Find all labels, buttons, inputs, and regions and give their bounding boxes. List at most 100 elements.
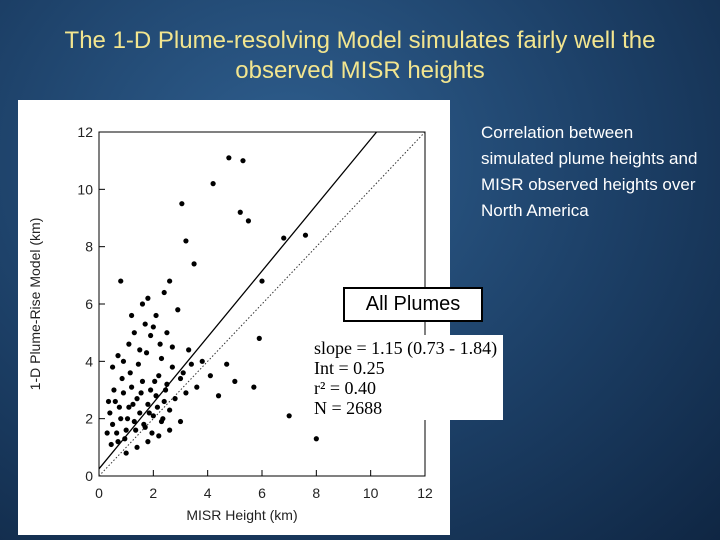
y-tick-label: 8 (85, 239, 93, 255)
point (145, 401, 151, 407)
point (161, 289, 167, 296)
x-tick-label: 0 (95, 485, 103, 501)
y-tick-label: 10 (77, 181, 93, 197)
point (139, 378, 146, 384)
y-tick-label: 12 (77, 124, 93, 140)
point (150, 413, 156, 419)
point (167, 278, 173, 284)
point (179, 201, 185, 207)
point (215, 393, 222, 399)
y-tick-label: 6 (85, 296, 93, 312)
point (183, 238, 189, 244)
point (133, 427, 139, 433)
point (127, 370, 133, 376)
point (123, 450, 129, 456)
point (108, 441, 114, 448)
stat-line: r² = 0.40 (314, 378, 377, 398)
point (139, 301, 146, 307)
point (118, 278, 124, 284)
point (154, 404, 161, 410)
point (114, 430, 120, 436)
point (129, 384, 135, 390)
point (183, 390, 189, 396)
point (115, 353, 121, 359)
side-note: Correlation between simulated plume heig… (481, 123, 698, 220)
point (226, 155, 232, 161)
point (207, 373, 213, 379)
point (156, 373, 162, 379)
point (259, 278, 265, 284)
point (131, 418, 137, 425)
point (167, 407, 173, 413)
x-tick-label: 10 (363, 485, 379, 501)
point (172, 396, 178, 402)
point (186, 347, 192, 353)
point (131, 330, 137, 336)
point (137, 410, 143, 416)
point (251, 384, 257, 390)
point (286, 413, 292, 419)
point (245, 218, 252, 224)
point (112, 398, 118, 405)
point (232, 378, 238, 384)
point (167, 427, 173, 433)
point (180, 370, 186, 376)
point (119, 375, 125, 382)
point (120, 390, 127, 396)
point (104, 430, 110, 436)
point (134, 444, 140, 450)
point (256, 335, 262, 341)
point (169, 364, 175, 370)
point (146, 410, 152, 416)
point (240, 158, 246, 164)
point (138, 390, 144, 396)
point (109, 364, 116, 370)
point (313, 436, 319, 442)
point (141, 421, 147, 427)
point (302, 232, 309, 238)
stat-line: slope = 1.15 (0.73 - 1.84) (314, 338, 498, 358)
point (145, 439, 151, 445)
point (118, 416, 124, 422)
point (160, 416, 166, 422)
point (152, 378, 158, 384)
point (109, 421, 116, 427)
point (130, 401, 136, 407)
point (191, 261, 197, 267)
point (134, 396, 140, 402)
x-tick-label: 6 (258, 485, 266, 501)
point (115, 439, 121, 445)
point (194, 384, 200, 390)
point (124, 416, 131, 422)
point (177, 418, 184, 425)
y-axis-label: 1-D Plume-Rise Model (km) (27, 218, 43, 391)
point (210, 181, 216, 187)
point (116, 404, 122, 410)
point (164, 330, 170, 336)
x-tick-label: 12 (417, 485, 433, 501)
point (129, 312, 135, 319)
point (142, 321, 148, 327)
point (161, 398, 167, 405)
point (281, 235, 287, 241)
stat-line: Int = 0.25 (314, 358, 385, 378)
point (169, 344, 175, 350)
x-tick-label: 4 (204, 485, 212, 501)
point (105, 398, 112, 405)
slide-title: The 1-D Plume-resolving Model simulates … (64, 27, 656, 84)
x-tick-label: 8 (312, 485, 320, 501)
point (175, 307, 181, 313)
point (120, 358, 127, 364)
point (188, 361, 194, 367)
y-tick-label: 4 (85, 353, 93, 369)
point (150, 324, 156, 330)
point (153, 312, 159, 319)
point (148, 332, 154, 339)
y-tick-label: 0 (85, 468, 93, 484)
point (107, 410, 113, 416)
point (145, 295, 151, 301)
point (156, 433, 162, 439)
point (143, 350, 150, 356)
point (158, 355, 165, 362)
